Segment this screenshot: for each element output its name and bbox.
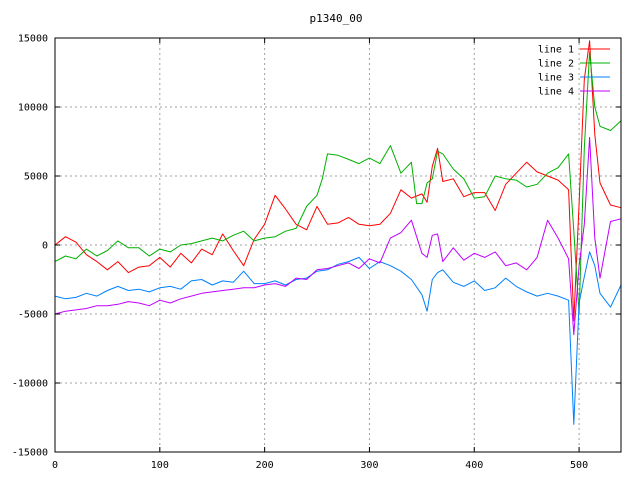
grid-lines: [55, 38, 621, 452]
y-tick-label: 10000: [18, 103, 48, 114]
legend: line 1 line 2 line 3 line 4: [538, 45, 610, 98]
series-layer: [54, 40, 622, 425]
series-line-3: [54, 251, 622, 425]
chart-title: p1340_00: [310, 12, 363, 25]
legend-label-2: line 2: [538, 59, 574, 70]
x-tick-label: 100: [151, 460, 169, 471]
x-tick-label: 400: [465, 460, 483, 471]
y-tick-label: 0: [42, 241, 48, 252]
x-tick-label: 500: [570, 460, 588, 471]
axis-ticks: 0 100 200 300 400 500 -15000 -10000 -5000 0 5000 10…: [12, 34, 621, 471]
y-tick-label: -15000: [12, 448, 48, 459]
series-line-4: [54, 136, 622, 336]
x-tick-label: 200: [256, 460, 274, 471]
x-tick-label: 300: [360, 460, 378, 471]
y-tick-label: -10000: [12, 379, 48, 390]
legend-label-4: line 4: [538, 87, 574, 98]
y-tick-label: 5000: [24, 172, 48, 183]
series-line-2: [54, 51, 622, 315]
legend-label-3: line 3: [538, 73, 574, 84]
y-tick-label: 15000: [18, 34, 48, 45]
y-tick-label: -5000: [18, 310, 48, 321]
series-line-1: [54, 40, 622, 322]
legend-label-1: line 1: [538, 45, 574, 56]
x-tick-label: 0: [52, 460, 58, 471]
